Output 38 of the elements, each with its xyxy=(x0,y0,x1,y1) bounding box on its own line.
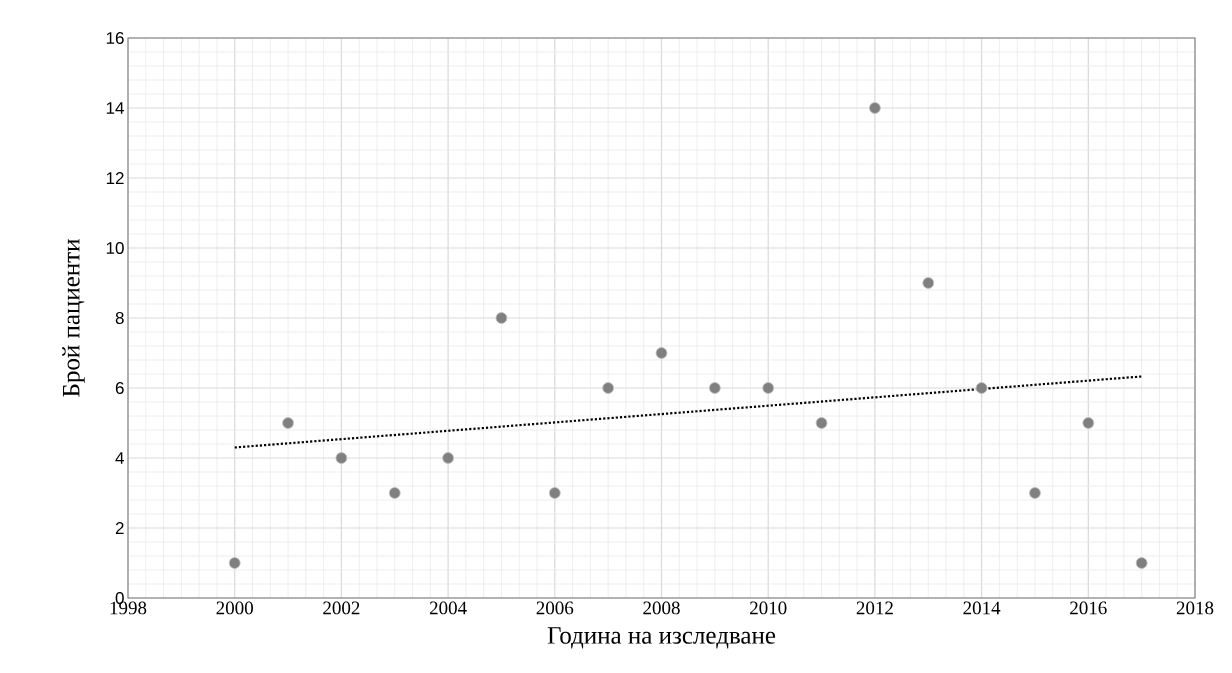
point xyxy=(1135,557,1148,569)
point xyxy=(975,382,988,394)
point xyxy=(815,417,828,429)
point xyxy=(602,382,615,394)
x-tick-label: 2012 xyxy=(856,601,893,615)
point xyxy=(335,452,348,464)
point xyxy=(548,487,561,499)
y-tick-label: 10 xyxy=(106,241,124,255)
x-tick-label: 2010 xyxy=(750,601,787,615)
x-tick-label: 2004 xyxy=(429,601,467,615)
y-tick-label: 6 xyxy=(115,381,124,395)
x-tick-label: 2000 xyxy=(216,601,253,615)
x-tick-label: 2006 xyxy=(536,601,574,615)
point xyxy=(708,382,721,394)
x-tick-label: 2016 xyxy=(1070,601,1107,615)
point xyxy=(655,347,668,359)
point xyxy=(495,312,508,324)
x-axis-title: Година на изследване xyxy=(547,627,776,649)
x-tick-label: 2008 xyxy=(643,601,680,615)
y-tick-label: 14 xyxy=(106,102,124,114)
point xyxy=(388,487,401,499)
point xyxy=(762,382,775,394)
y-axis-title: Брой пациенти xyxy=(62,239,85,397)
point xyxy=(869,102,881,114)
y-tick-label: 8 xyxy=(115,311,124,325)
point xyxy=(282,417,294,429)
point xyxy=(442,452,454,464)
x-tick-label: 2002 xyxy=(323,601,360,615)
x-tick-label: 2014 xyxy=(963,601,1001,615)
point xyxy=(1029,487,1041,499)
y-tick-label: 4 xyxy=(115,452,124,464)
y-tick-label: 2 xyxy=(115,522,124,534)
point xyxy=(228,557,241,569)
y-tick-label: 16 xyxy=(106,31,124,45)
x-tick-label: 2018 xyxy=(1176,601,1214,615)
point xyxy=(1082,417,1095,429)
y-tick-label: 12 xyxy=(106,172,124,184)
point xyxy=(922,277,935,289)
